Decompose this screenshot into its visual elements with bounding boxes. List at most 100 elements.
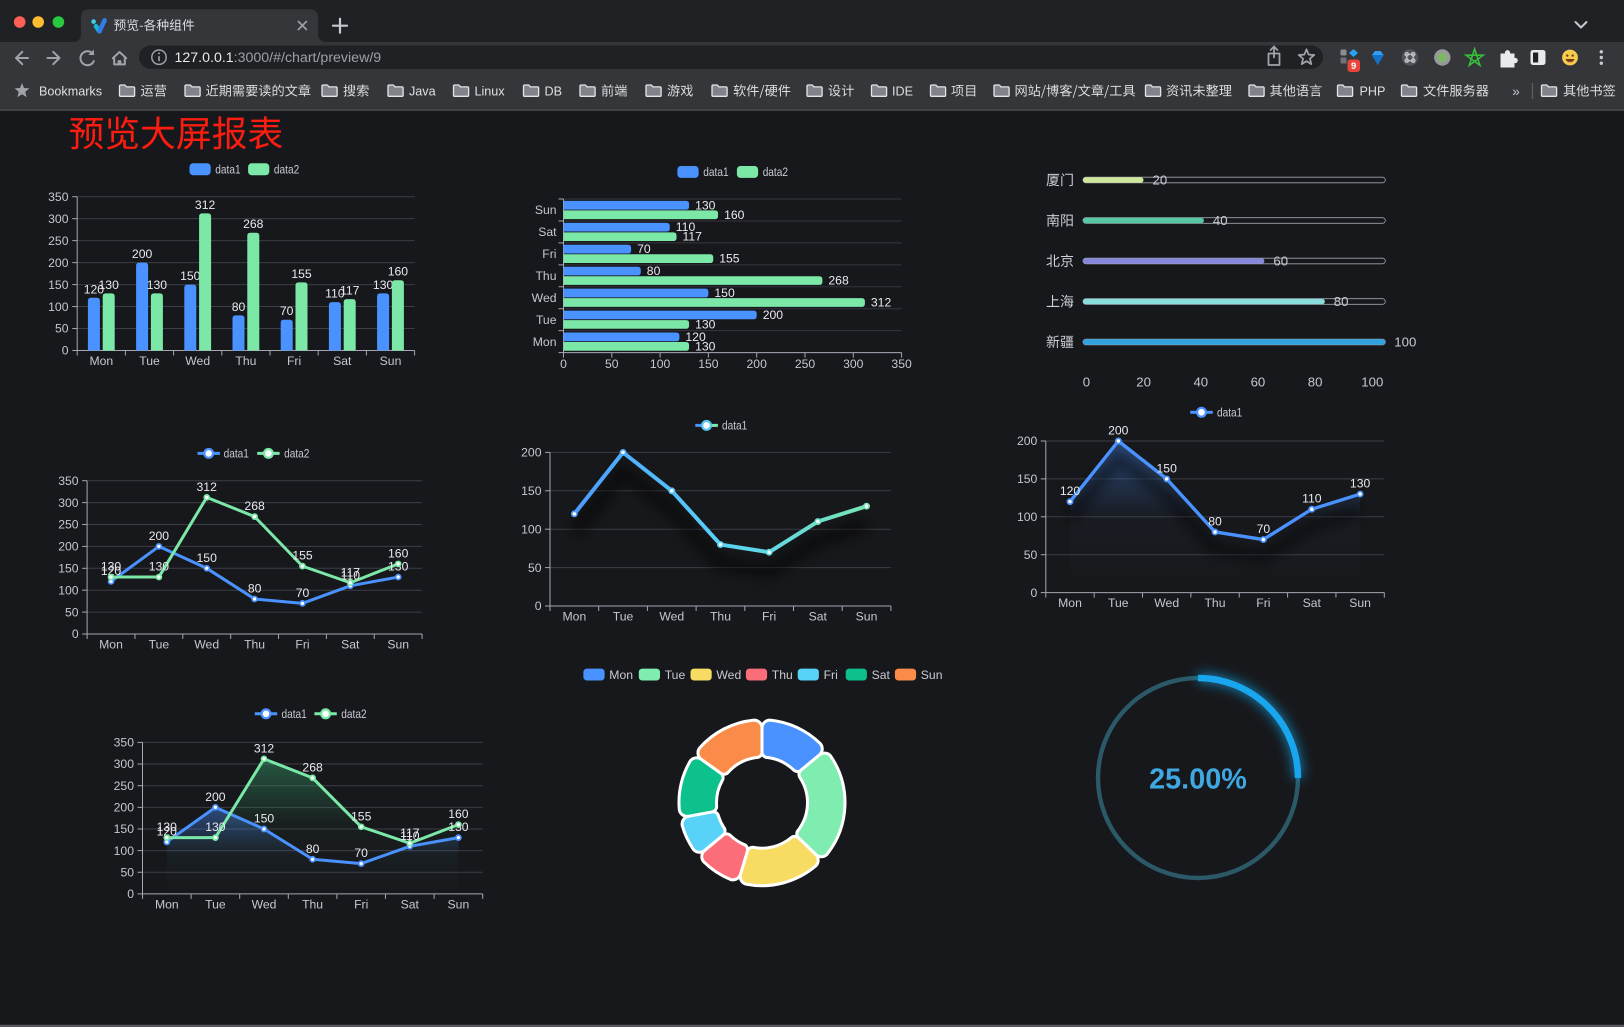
svg-text:150: 150	[714, 286, 735, 300]
svg-text:130: 130	[695, 340, 716, 354]
svg-text:Fri: Fri	[542, 247, 556, 261]
svg-text:Thu: Thu	[235, 354, 256, 368]
svg-text:Fri: Fri	[1256, 596, 1270, 610]
svg-text:Mon: Mon	[609, 668, 633, 682]
svg-text:130: 130	[101, 560, 122, 574]
svg-text:50: 50	[120, 866, 134, 880]
svg-text:117: 117	[341, 565, 361, 579]
svg-text:150: 150	[197, 551, 218, 565]
svg-text:Tue: Tue	[665, 668, 686, 682]
svg-text:Sat: Sat	[333, 354, 352, 368]
svg-text:Sat: Sat	[1303, 596, 1322, 610]
svg-text:80: 80	[306, 842, 320, 856]
svg-text:70: 70	[1257, 522, 1271, 536]
svg-text:100: 100	[58, 583, 79, 597]
svg-text:data1: data1	[224, 447, 249, 461]
svg-text:268: 268	[828, 274, 849, 288]
svg-text:0: 0	[560, 357, 567, 371]
svg-text:130: 130	[149, 560, 170, 574]
svg-text:120: 120	[84, 282, 105, 296]
svg-text:Java: Java	[409, 84, 436, 98]
svg-text:312: 312	[254, 741, 275, 755]
svg-text:data2: data2	[341, 707, 366, 721]
svg-text:40: 40	[1213, 213, 1228, 228]
svg-text:160: 160	[388, 265, 409, 279]
svg-text:50: 50	[528, 561, 542, 575]
svg-text:127.0.0.1:3000/#/chart/preview: 127.0.0.1:3000/#/chart/preview/9	[175, 50, 382, 66]
svg-text:Thu: Thu	[244, 638, 265, 652]
svg-text:120: 120	[157, 825, 178, 839]
svg-text:100: 100	[650, 357, 671, 371]
svg-text:50: 50	[65, 605, 79, 619]
svg-text:60: 60	[1273, 254, 1288, 269]
svg-text:Wed: Wed	[185, 354, 210, 368]
svg-text:70: 70	[354, 846, 368, 860]
svg-text:80: 80	[1308, 375, 1323, 390]
svg-text:120: 120	[1060, 484, 1081, 498]
svg-text:100: 100	[1361, 375, 1383, 390]
svg-text:130: 130	[147, 278, 168, 292]
svg-text:Thu: Thu	[772, 668, 793, 682]
svg-text:»: »	[1512, 84, 1520, 99]
svg-text:Tue: Tue	[139, 354, 160, 368]
svg-text:data1: data1	[703, 165, 728, 179]
svg-text:Fri: Fri	[295, 638, 309, 652]
svg-text:200: 200	[48, 256, 69, 270]
svg-text:117: 117	[683, 230, 703, 244]
svg-text:100: 100	[1017, 510, 1038, 524]
svg-text:80: 80	[1208, 515, 1222, 529]
svg-text:150: 150	[1017, 472, 1038, 486]
svg-text:100: 100	[48, 300, 69, 314]
svg-text:Wed: Wed	[716, 668, 741, 682]
svg-text:350: 350	[114, 736, 135, 750]
svg-text:data1: data1	[722, 419, 747, 433]
svg-text:155: 155	[351, 809, 372, 823]
svg-text:268: 268	[244, 499, 265, 513]
svg-text:70: 70	[296, 586, 310, 600]
svg-text:Mon: Mon	[155, 898, 179, 912]
svg-text:250: 250	[48, 234, 69, 248]
svg-text:50: 50	[1024, 548, 1038, 562]
svg-text:9: 9	[1351, 61, 1356, 72]
svg-text:250: 250	[795, 357, 816, 371]
svg-text:268: 268	[302, 760, 323, 774]
svg-text:data1: data1	[215, 163, 240, 177]
svg-text:130: 130	[695, 198, 716, 212]
svg-text:Tue: Tue	[536, 313, 557, 327]
svg-text:110: 110	[676, 220, 696, 234]
svg-text:Thu: Thu	[710, 610, 731, 624]
svg-text:Fri: Fri	[824, 668, 838, 682]
svg-text:0: 0	[127, 887, 134, 901]
svg-text:Wed: Wed	[532, 291, 557, 305]
svg-text:Fri: Fri	[354, 898, 368, 912]
svg-text:200: 200	[521, 446, 542, 460]
svg-text:Sun: Sun	[921, 668, 943, 682]
svg-text:Sun: Sun	[448, 898, 470, 912]
svg-text:110: 110	[325, 287, 345, 301]
svg-text:150: 150	[58, 562, 79, 576]
svg-text:80: 80	[647, 264, 661, 278]
svg-text:Thu: Thu	[302, 898, 323, 912]
svg-text:120: 120	[101, 564, 122, 578]
svg-text:130: 130	[695, 318, 716, 332]
svg-text:70: 70	[637, 242, 651, 256]
svg-text:data1: data1	[282, 707, 307, 721]
svg-text:110: 110	[1302, 492, 1322, 506]
svg-text:70: 70	[280, 304, 294, 318]
svg-text:300: 300	[114, 757, 135, 771]
svg-text:312: 312	[871, 296, 892, 310]
svg-text:300: 300	[843, 357, 864, 371]
svg-text:150: 150	[521, 484, 542, 498]
svg-text:150: 150	[114, 822, 135, 836]
svg-text:130: 130	[157, 820, 178, 834]
svg-text:20: 20	[1153, 173, 1168, 188]
svg-text:150: 150	[180, 269, 201, 283]
svg-text:100: 100	[114, 844, 135, 858]
svg-text:Fri: Fri	[287, 354, 301, 368]
svg-text:Fri: Fri	[762, 610, 776, 624]
svg-text:Tue: Tue	[613, 610, 634, 624]
svg-text:Sat: Sat	[401, 898, 420, 912]
svg-text:200: 200	[1017, 434, 1038, 448]
svg-text:Sun: Sun	[380, 354, 402, 368]
svg-text:Sun: Sun	[1349, 596, 1371, 610]
